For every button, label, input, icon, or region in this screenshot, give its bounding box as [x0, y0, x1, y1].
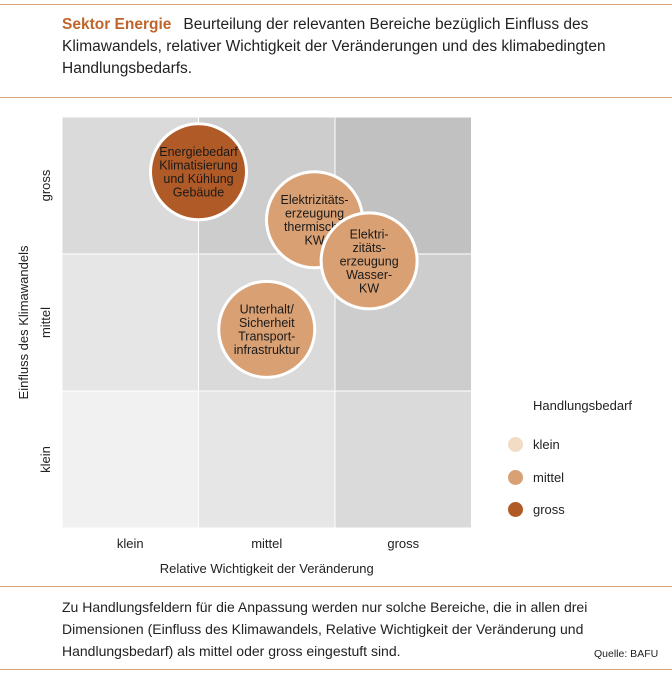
- top-rule: [0, 4, 672, 5]
- bubble-label-1-line-1: erzeugung: [285, 207, 344, 221]
- legend-swatch-mittel: [508, 470, 523, 485]
- x-axis-label: Relative Wichtigkeit der Veränderung: [160, 561, 374, 576]
- bubble-label-0-line-2: und Kühlung: [163, 172, 233, 186]
- bubble-label-3-line-0: Unterhalt/: [240, 303, 295, 317]
- source-note: Quelle: BAFU: [594, 648, 659, 660]
- header-description: Beurteilung der relevanten Bereiche bezü…: [62, 16, 606, 77]
- bubble-label-3-line-2: Transport-: [238, 330, 295, 344]
- bubble-3: [217, 279, 317, 379]
- bubble-label-0-line-3: Gebäude: [173, 186, 224, 200]
- x-tick-label-klein: klein: [117, 536, 144, 551]
- grid-cell-klein-klein: [61, 390, 199, 529]
- y-tick-label-klein: klein: [38, 446, 53, 473]
- grid-cell-klein-mittel: [198, 390, 336, 529]
- legend-label-gross: gross: [533, 502, 565, 517]
- chart-header: Sektor Energie Beurteilung der relevanten…: [62, 14, 652, 80]
- footer-rule: [0, 586, 672, 587]
- chart-svg: klein mittel gross klein mittel gross Relative…: [16, 116, 472, 576]
- legend-title: Handlungsbedarf: [533, 398, 633, 413]
- y-axis-label: Einfluss des Klimawandels: [16, 245, 31, 399]
- bubble-label-2-line-0: Elektri-: [350, 227, 389, 241]
- y-tick-label-gross: gross: [38, 169, 53, 201]
- grid-cell-mittel-klein: [61, 253, 199, 392]
- bottom-rule: [0, 669, 672, 670]
- legend-swatch-gross: [508, 502, 523, 517]
- legend-label-mittel: mittel: [533, 470, 565, 485]
- bubble-label-2-line-2: erzeugung: [340, 254, 399, 268]
- bubble-2: [319, 211, 419, 311]
- bubble-label-2-line-1: zitäts-: [352, 241, 385, 255]
- y-tick-label-mittel: mittel: [38, 307, 53, 338]
- grid-cell-klein-gross: [334, 390, 472, 529]
- legend-item-mittel: mittel: [508, 470, 564, 485]
- footer-note: Zu Handlungsfeldern für die Anpassung we…: [62, 599, 588, 659]
- bubble-label-1-line-3: KW: [304, 234, 324, 248]
- bubble-label-3-line-1: Sicherheit: [239, 316, 295, 330]
- bubble-label-1-line-0: Elektrizitäts-: [280, 193, 348, 207]
- header-rule: [0, 97, 672, 98]
- legend-item-klein: klein: [508, 437, 560, 452]
- bubble-label-1-line-2: thermische: [284, 220, 345, 234]
- x-tick-label-mittel: mittel: [251, 536, 282, 551]
- bubble-label-2-line-3: Wasser-: [346, 268, 392, 282]
- bubble-label-0-line-0: Energiebedarf: [159, 145, 238, 159]
- bubble-label-2-line-4: KW: [359, 281, 379, 295]
- x-tick-label-gross: gross: [387, 536, 419, 551]
- legend-item-gross: gross: [508, 502, 565, 517]
- legend-swatch-klein: [508, 437, 523, 452]
- bubble-label-0-line-1: Klimatisierung: [159, 159, 238, 173]
- sector-title: Sektor Energie: [62, 16, 172, 33]
- bubble-0: [149, 122, 248, 222]
- legend-label-klein: klein: [533, 437, 560, 452]
- bubble-label-3-line-3: infrastruktur: [234, 343, 300, 357]
